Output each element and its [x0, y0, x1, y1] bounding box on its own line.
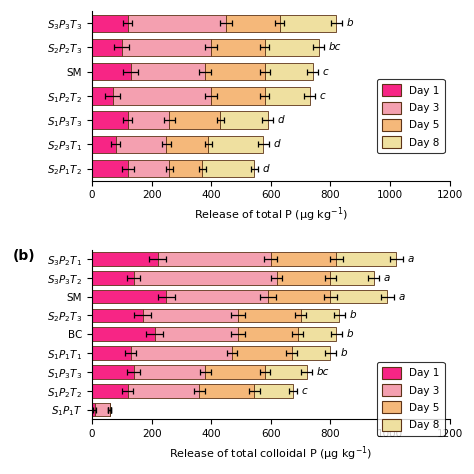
Bar: [131, 63, 205, 81]
Text: b: b: [346, 329, 353, 339]
Bar: [92, 15, 128, 32]
Bar: [292, 346, 330, 360]
Bar: [265, 63, 312, 81]
Text: c: c: [322, 67, 328, 77]
Bar: [170, 160, 202, 177]
Text: a: a: [383, 273, 390, 283]
Text: bc: bc: [317, 367, 329, 377]
Bar: [128, 111, 170, 129]
Bar: [330, 271, 374, 284]
X-axis label: Release of total colloidal P (μg kg$^{-1}$): Release of total colloidal P (μg kg$^{-1…: [169, 444, 373, 463]
Bar: [134, 365, 205, 379]
Bar: [122, 39, 211, 56]
Bar: [92, 403, 95, 416]
Bar: [265, 39, 319, 56]
Bar: [134, 271, 277, 284]
Bar: [155, 328, 238, 341]
Bar: [220, 111, 268, 129]
Text: (b): (b): [13, 249, 36, 264]
Bar: [143, 309, 238, 322]
Bar: [166, 136, 208, 153]
Bar: [298, 328, 337, 341]
Bar: [92, 346, 131, 360]
Text: a: a: [398, 292, 404, 301]
Bar: [92, 271, 134, 284]
Bar: [238, 309, 301, 322]
Bar: [131, 346, 232, 360]
Bar: [277, 271, 330, 284]
Bar: [92, 136, 116, 153]
Bar: [92, 309, 143, 322]
Bar: [226, 15, 280, 32]
Bar: [92, 39, 122, 56]
Bar: [92, 328, 155, 341]
Text: b: b: [349, 310, 356, 320]
Text: d: d: [263, 164, 269, 173]
Bar: [113, 87, 211, 105]
Bar: [92, 365, 134, 379]
Bar: [265, 87, 310, 105]
Bar: [232, 346, 292, 360]
Text: d: d: [273, 139, 280, 149]
Bar: [268, 290, 330, 303]
Text: bc: bc: [328, 43, 341, 53]
Bar: [170, 111, 220, 129]
Text: c: c: [319, 91, 325, 101]
Bar: [199, 384, 255, 398]
Text: b: b: [340, 348, 347, 358]
Bar: [128, 160, 170, 177]
Bar: [205, 365, 265, 379]
Legend: Day 1, Day 3, Day 5, Day 8: Day 1, Day 3, Day 5, Day 8: [377, 79, 445, 153]
Bar: [95, 403, 110, 416]
Bar: [166, 290, 268, 303]
Bar: [116, 136, 166, 153]
Bar: [301, 309, 339, 322]
Bar: [128, 15, 226, 32]
Bar: [208, 136, 264, 153]
Bar: [211, 39, 265, 56]
Bar: [92, 290, 166, 303]
Bar: [265, 365, 307, 379]
Bar: [92, 87, 113, 105]
Bar: [92, 160, 128, 177]
Bar: [337, 252, 396, 266]
Bar: [280, 15, 337, 32]
Text: b: b: [346, 18, 353, 28]
Legend: Day 1, Day 3, Day 5, Day 8: Day 1, Day 3, Day 5, Day 8: [377, 362, 445, 436]
Bar: [211, 87, 265, 105]
Bar: [157, 252, 271, 266]
Bar: [128, 384, 199, 398]
X-axis label: Release of total P (μg kg$^{-1}$): Release of total P (μg kg$^{-1}$): [194, 206, 348, 225]
Bar: [255, 384, 293, 398]
Bar: [205, 63, 265, 81]
Bar: [92, 63, 131, 81]
Bar: [330, 290, 387, 303]
Bar: [238, 328, 298, 341]
Bar: [202, 160, 255, 177]
Bar: [271, 252, 337, 266]
Text: a: a: [407, 254, 413, 264]
Bar: [92, 384, 128, 398]
Bar: [92, 252, 157, 266]
Text: d: d: [278, 115, 284, 125]
Text: c: c: [301, 386, 307, 396]
Bar: [92, 111, 128, 129]
